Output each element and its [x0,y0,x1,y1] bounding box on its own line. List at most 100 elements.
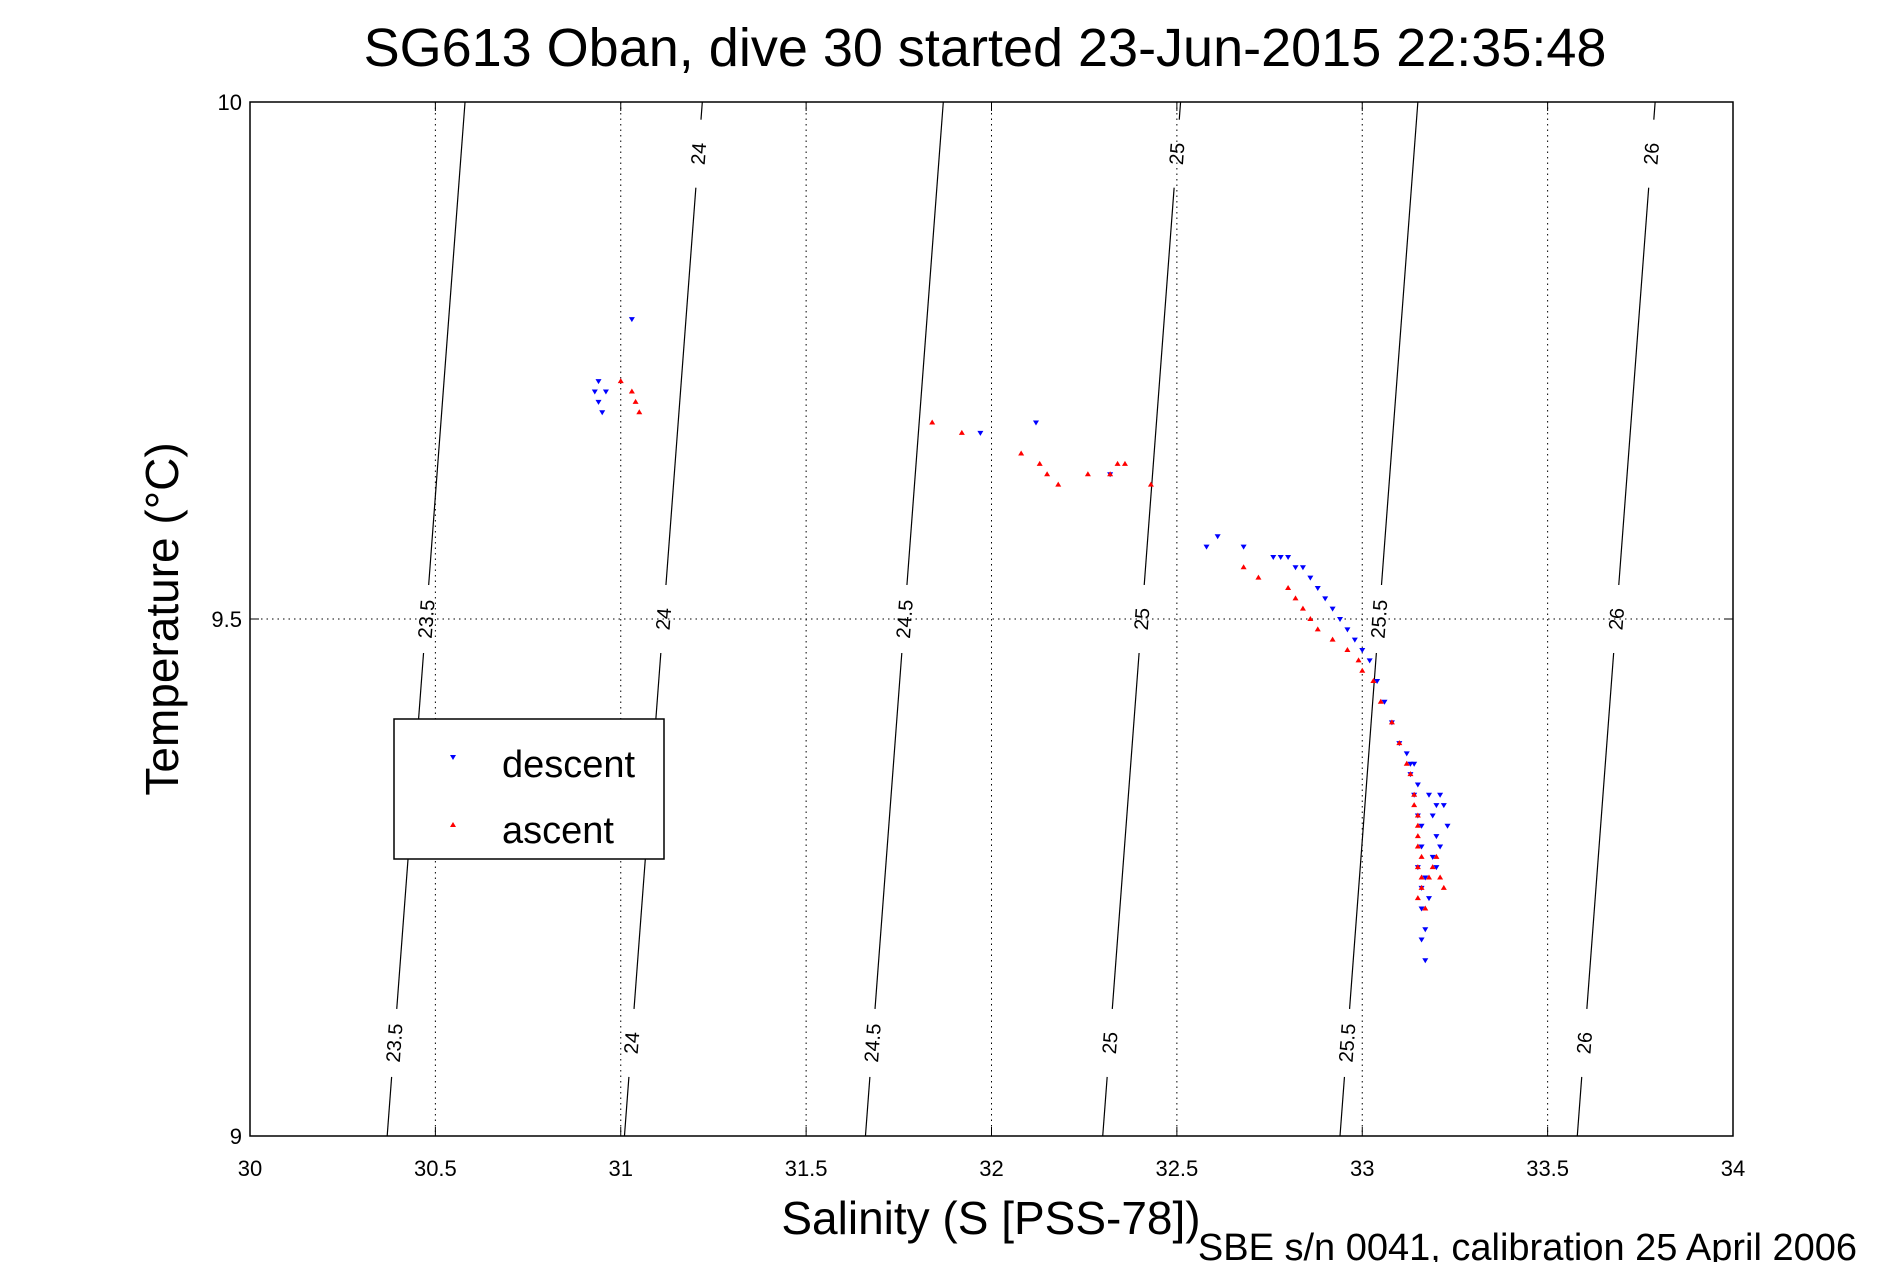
descent-point [1429,813,1436,819]
ascent-point [1344,647,1351,653]
descent-point [1411,761,1418,767]
ascent-point [1414,864,1421,870]
ascent-point [1044,471,1051,477]
descent-point [977,430,984,436]
descent-point [1329,606,1336,612]
descent-point [1437,792,1444,798]
isopycnal-label: 24.5 [893,599,918,639]
descent-point [1418,937,1425,943]
ascent-point [1422,905,1429,911]
isopycnal-label: 25.5 [1368,599,1393,639]
descent-point [1437,844,1444,850]
isopycnal-label: 24 [653,607,677,631]
descent-point [1203,544,1210,550]
descent-point [1240,544,1247,550]
ascent-point [1418,853,1425,859]
descent-point [1418,844,1425,850]
ascent-point [1018,450,1025,456]
ascent-point [1084,471,1091,477]
ascent-point [1147,481,1154,487]
ascent-point [1285,584,1292,590]
ascent-point [1355,657,1362,663]
ascent-point [1314,626,1321,632]
ascent-point [1433,853,1440,859]
y-tick-label: 10 [218,90,242,115]
descent-point [1414,782,1421,788]
ascent-point [636,409,643,415]
descent-point [1270,554,1277,560]
descent-point [1277,554,1284,560]
x-tick-label: 31 [609,1156,633,1181]
descent-point [1433,803,1440,809]
ascent-point [1299,605,1306,611]
isopycnal-label: 26 [1640,142,1664,166]
isopycnal-line [864,1076,871,1137]
y-axis-label: Temperature (°C) [136,442,188,795]
isopycnal-label: 24 [621,1031,645,1055]
ascent-point [1370,678,1377,684]
ascent-point [1411,791,1418,797]
ascent-point [1407,771,1414,777]
ascent-point [1440,884,1447,890]
ascent-point [929,419,936,425]
descent-point [1322,596,1329,602]
ascent-point [1418,884,1425,890]
isopycnal-label: 23.5 [415,599,440,639]
isopycnal-line [428,101,466,586]
descent-point [1425,896,1432,902]
isopycnal-line [623,1076,630,1137]
isopycnal-line [906,101,944,586]
ascent-point [1414,833,1421,839]
x-tick-label: 32.5 [1155,1156,1198,1181]
data-series [591,317,1451,964]
ascent-point [617,378,624,384]
ascent-point [1414,843,1421,849]
isopycnal-line [874,652,903,1009]
descent-point [1418,906,1425,912]
descent-point [1433,865,1440,871]
ascent-point [1425,874,1432,880]
descent-point [595,399,602,405]
isopycnal-line [665,187,697,586]
legend-ascent-marker [450,822,456,827]
ascent-point [1418,874,1425,880]
descent-point [1314,585,1321,591]
ascent-point [1403,760,1410,766]
x-tick-label: 34 [1721,1156,1745,1181]
isopycnal-line [1143,187,1175,586]
descent-point [1422,958,1429,964]
descent-point [1292,565,1299,571]
ascent-point [1292,595,1299,601]
ascent-point [1240,564,1247,570]
isopycnal-line [1102,1076,1108,1137]
descent-point [1299,565,1306,571]
descent-point [1214,534,1221,540]
ascent-point [1437,874,1444,880]
isopycnal-line [1380,101,1419,586]
isopycnal-line [700,101,703,120]
isopycnal-line [1178,101,1182,120]
descent-point [1344,627,1351,633]
ascent-point [632,398,639,404]
descent-point [1307,575,1314,581]
descent-point [1418,823,1425,829]
descent-point [1351,637,1358,643]
ascent-point [628,388,635,394]
x-axis-label: Salinity (S [PSS-78]) [781,1192,1200,1244]
ascent-point [1329,636,1336,642]
y-tick-label: 9 [230,1124,242,1149]
ascent-point [1414,822,1421,828]
x-tick-label: 31.5 [785,1156,828,1181]
ascent-point [1377,698,1384,704]
ascent-point [1307,616,1314,621]
ascent-point [1114,460,1121,466]
descent-point [1444,823,1451,829]
descent-point [1422,927,1429,933]
descent-point [1366,658,1373,664]
isopycnal-line [1618,187,1650,586]
legend-descent-label: descent [502,744,636,786]
x-tick-label: 30.5 [414,1156,457,1181]
ascent-point [1055,481,1062,487]
ascent-point [1121,460,1128,466]
isopycnal-label: 25 [1166,142,1190,166]
